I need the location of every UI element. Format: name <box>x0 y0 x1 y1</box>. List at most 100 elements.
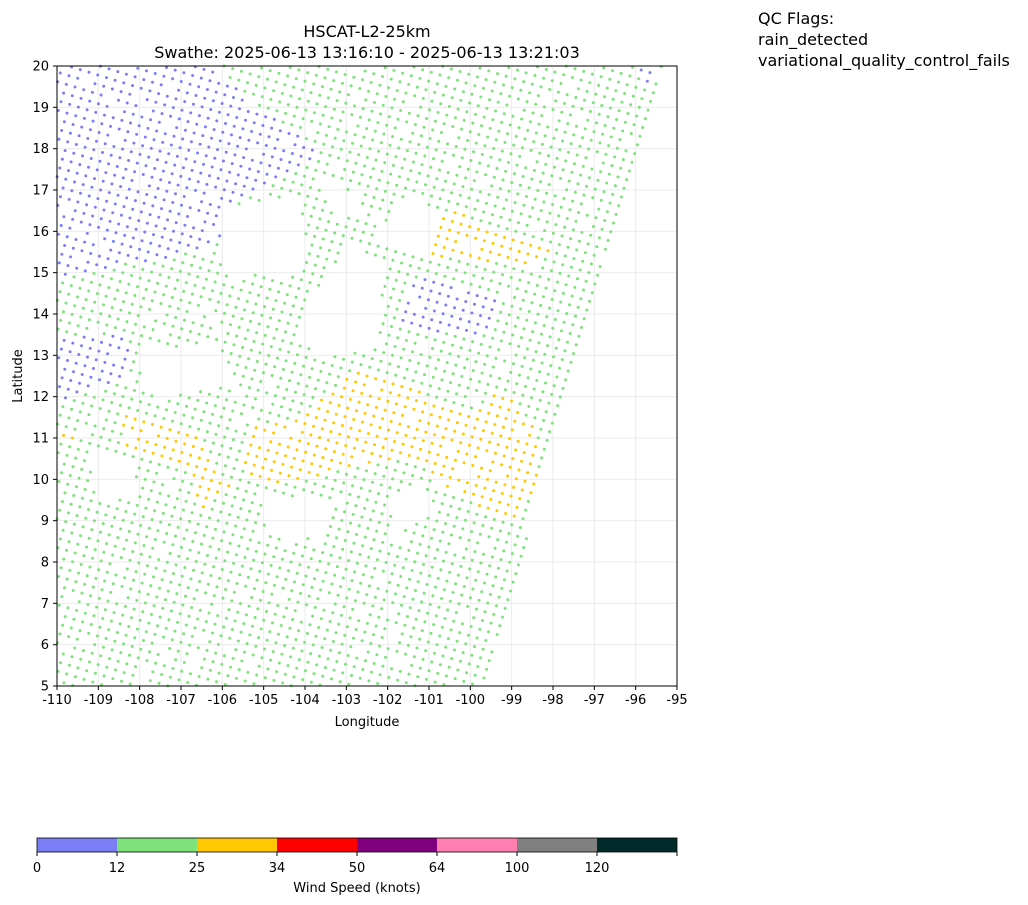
wind-dot <box>328 153 332 157</box>
wind-dot <box>549 364 553 368</box>
wind-dot <box>123 233 127 237</box>
wind-dot <box>365 127 369 131</box>
wind-dot <box>82 677 86 681</box>
wind-dot <box>107 504 110 508</box>
wind-dot <box>559 205 563 209</box>
wind-dot <box>453 306 456 310</box>
wind-dot <box>65 577 69 581</box>
wind-dot <box>387 210 391 213</box>
wind-dot <box>444 427 448 431</box>
wind-dot <box>239 164 243 168</box>
wind-dot <box>605 86 609 90</box>
wind-dot <box>424 649 428 653</box>
wind-dot <box>506 474 510 478</box>
wind-dot <box>154 566 158 570</box>
wind-dot <box>145 564 149 568</box>
wind-dot <box>431 252 435 255</box>
wind-dot <box>537 122 541 126</box>
wind-dot <box>281 339 285 343</box>
wind-dot <box>219 386 223 390</box>
wind-dot <box>380 388 384 392</box>
wind-dot <box>166 218 169 222</box>
wind-dot <box>74 456 78 460</box>
wind-dot <box>131 455 135 459</box>
wind-dot <box>404 652 408 656</box>
wind-dot <box>141 486 145 490</box>
wind-dot <box>425 145 429 149</box>
wind-dot <box>303 298 307 302</box>
wind-dot <box>240 440 244 444</box>
wind-dot <box>122 300 125 304</box>
wind-dot <box>143 601 147 605</box>
wind-dot <box>422 468 426 471</box>
wind-dot <box>462 337 466 341</box>
wind-dot <box>467 72 471 76</box>
wind-dot <box>175 592 179 596</box>
wind-dot <box>547 401 551 405</box>
wind-dot <box>337 156 340 160</box>
wind-dot <box>339 366 343 370</box>
wind-dot <box>312 424 316 428</box>
wind-dot <box>425 364 429 368</box>
wind-dot <box>485 572 489 576</box>
wind-dot <box>265 391 269 395</box>
wind-dot <box>282 491 286 495</box>
wind-dot <box>129 245 133 249</box>
wind-dot <box>527 310 531 313</box>
wind-dot <box>203 96 207 100</box>
wind-dot <box>252 92 255 96</box>
wind-dot <box>447 104 451 108</box>
wind-dot <box>467 320 471 324</box>
wind-dot <box>136 532 140 536</box>
wind-dot <box>503 483 507 487</box>
wind-dot <box>480 466 483 470</box>
wind-dot <box>257 636 260 640</box>
wind-dot <box>264 457 267 461</box>
wind-dot <box>357 619 361 623</box>
wind-dot <box>230 504 234 508</box>
wind-dot <box>488 126 492 130</box>
wind-dot <box>165 94 169 98</box>
wind-dot <box>383 503 387 507</box>
wind-dot <box>562 320 566 324</box>
wind-dot <box>212 565 216 569</box>
wind-dot <box>525 223 529 227</box>
wind-dot <box>131 207 135 211</box>
wind-dot <box>91 680 95 684</box>
wind-dot <box>228 418 232 422</box>
wind-dot <box>469 377 473 381</box>
wind-dot <box>438 292 442 296</box>
wind-dot <box>517 373 521 377</box>
wind-dot <box>83 364 87 368</box>
wind-dot <box>106 599 110 603</box>
wind-dot <box>173 68 177 72</box>
y-tick-label: 13 <box>32 349 49 364</box>
wind-dot <box>478 66 482 70</box>
wind-dot <box>393 345 397 348</box>
wind-dot <box>165 313 169 317</box>
wind-dot <box>280 405 283 409</box>
wind-dot <box>286 416 289 420</box>
wind-dot <box>283 672 287 676</box>
wind-dot <box>252 587 256 591</box>
wind-dot <box>89 252 93 255</box>
wind-dot <box>480 247 484 251</box>
wind-dot <box>404 310 408 314</box>
wind-dot <box>306 413 310 417</box>
wind-dot <box>325 628 329 632</box>
wind-dot <box>385 247 389 251</box>
wind-dot <box>518 402 522 406</box>
wind-dot <box>488 345 492 349</box>
wind-dot <box>115 260 119 263</box>
wind-dot <box>211 441 215 445</box>
wind-dot <box>585 213 589 217</box>
wind-dot <box>331 611 335 615</box>
wind-dot <box>439 349 443 353</box>
wind-dot <box>58 413 62 417</box>
wind-dot <box>466 262 470 266</box>
wind-dot <box>303 203 307 207</box>
wind-dot <box>173 287 177 291</box>
wind-dot <box>373 595 377 599</box>
wind-dot <box>187 148 191 152</box>
wind-dot <box>95 263 99 267</box>
